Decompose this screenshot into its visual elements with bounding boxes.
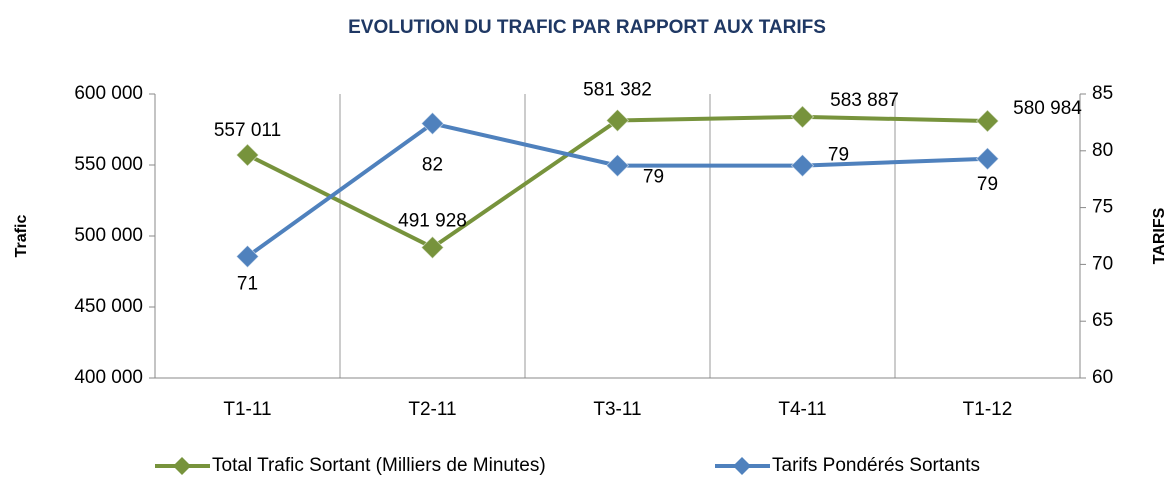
- y2-tick-label: 80: [1092, 140, 1113, 161]
- y2-tick-label: 60: [1092, 367, 1113, 388]
- y-tick-label: 450 000: [74, 296, 143, 317]
- legend-marker: [173, 457, 191, 475]
- legend-label: Total Trafic Sortant (Milliers de Minute…: [212, 455, 546, 476]
- data-label: 583 887: [830, 90, 899, 111]
- series-line: [246, 121, 988, 259]
- marker: [420, 235, 445, 260]
- x-tick-label: T4-11: [778, 399, 826, 420]
- x-tick-label: T3-11: [593, 399, 641, 420]
- marker: [605, 153, 630, 178]
- data-label: 82: [422, 155, 443, 176]
- y-tick-label: 500 000: [74, 225, 143, 246]
- legend-label: Tarifs Pondérés Sortants: [772, 455, 980, 476]
- data-label: 580 984: [1013, 98, 1082, 119]
- data-label: 581 382: [583, 79, 652, 100]
- y2-tick-label: 70: [1092, 253, 1113, 274]
- marker: [605, 108, 630, 133]
- y2-tick-label: 85: [1092, 83, 1113, 104]
- y2-tick-label: 65: [1092, 310, 1113, 331]
- x-tick-label: T1-12: [963, 399, 1013, 420]
- marker: [420, 111, 445, 136]
- data-label: 79: [828, 145, 849, 166]
- y2-axis-title: TARIFS: [1151, 207, 1168, 264]
- data-label: 79: [643, 167, 664, 188]
- marker: [235, 143, 260, 167]
- legend-marker: [733, 457, 751, 475]
- y2-tick-label: 75: [1092, 197, 1113, 218]
- marker: [975, 147, 1000, 171]
- marker: [975, 109, 1000, 133]
- data-label: 71: [237, 273, 258, 294]
- marker: [235, 244, 260, 269]
- y-tick-label: 400 000: [74, 367, 143, 388]
- y-tick-label: 600 000: [74, 83, 143, 104]
- series-line: [246, 114, 988, 250]
- chart-title: EVOLUTION DU TRAFIC PAR RAPPORT AUX TARI…: [348, 17, 826, 38]
- marker: [790, 105, 815, 129]
- data-label: 79: [977, 174, 998, 195]
- data-label: 557 011: [214, 120, 281, 141]
- y-axis-title: Trafic: [13, 215, 30, 258]
- x-tick-label: T2-11: [408, 399, 456, 420]
- marker: [790, 153, 815, 178]
- x-tick-label: T1-11: [223, 399, 271, 420]
- y-tick-label: 550 000: [74, 154, 143, 175]
- data-label: 491 928: [398, 210, 467, 231]
